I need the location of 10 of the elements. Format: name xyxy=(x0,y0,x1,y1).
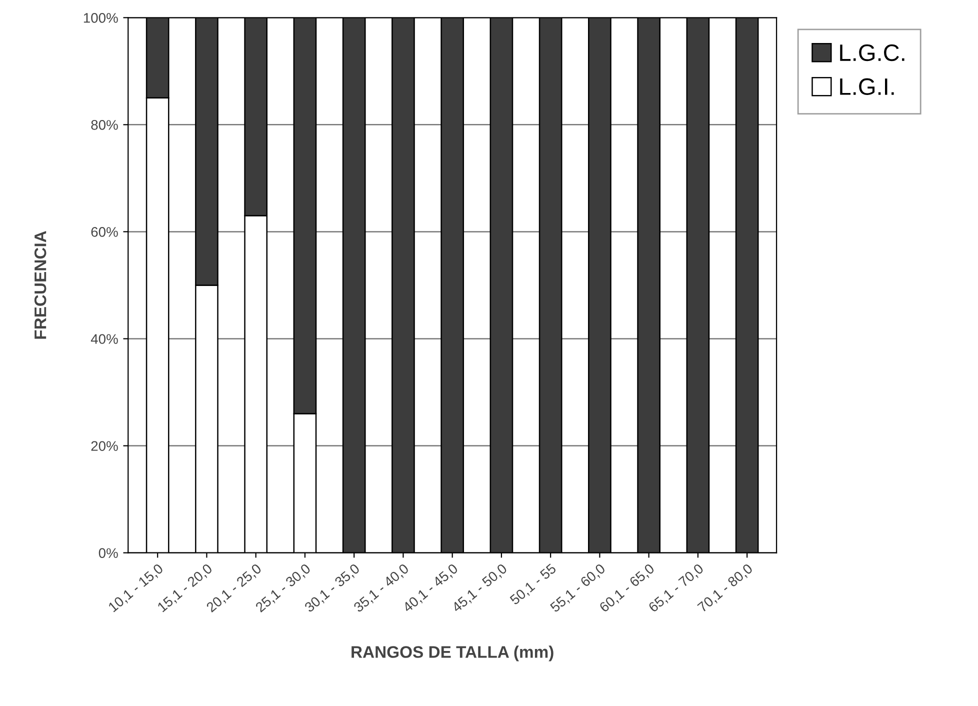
legend-label: L.G.I. xyxy=(840,78,894,96)
legend-label: L.G.C. xyxy=(840,44,904,62)
y-tick-label: 40% xyxy=(90,334,118,344)
y-tick-label: 80% xyxy=(91,120,118,130)
y-tick-label: 0% xyxy=(98,548,118,558)
y-tick-label: 100% xyxy=(84,12,118,23)
x-axis-title: RANGOS DE TALLA (mm) xyxy=(352,646,554,662)
y-tick-label: 60% xyxy=(91,227,118,237)
y-axis-title: FRECUENCIA xyxy=(34,231,46,339)
y-tick-label: 20% xyxy=(91,441,118,451)
